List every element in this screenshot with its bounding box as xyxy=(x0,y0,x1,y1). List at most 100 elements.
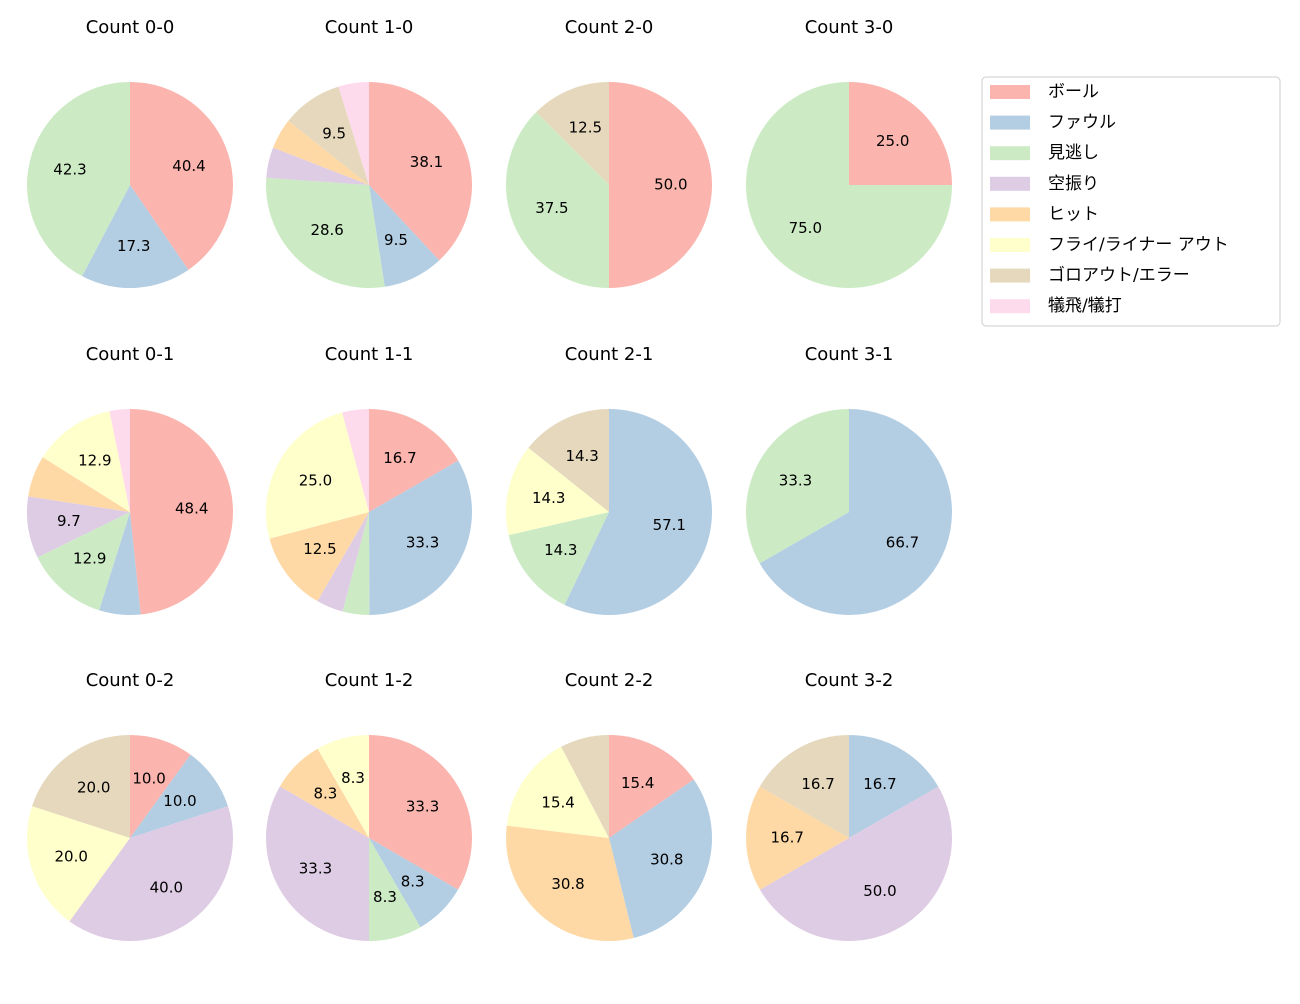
value-label: 30.8 xyxy=(551,875,584,893)
chart-title: Count 2-0 xyxy=(565,17,654,38)
pie-slice: フライ/ライナー アウト xyxy=(506,746,609,838)
chart-title: Count 1-1 xyxy=(325,344,414,365)
value-label: 12.9 xyxy=(73,549,106,567)
legend-swatch xyxy=(990,176,1030,191)
value-label: 38.1 xyxy=(410,153,443,171)
value-label: 15.4 xyxy=(621,774,654,792)
pie-slice: ゴロアウト/エラー xyxy=(536,82,609,185)
pie-slice: ヒット xyxy=(273,120,369,185)
pie-slice: ボール xyxy=(369,409,459,512)
pie-slice: フライ/ライナー アウト xyxy=(317,735,369,838)
legend-label: 空振り xyxy=(1048,174,1099,194)
value-label: 8.3 xyxy=(401,872,425,890)
pie-slice: ゴロアウト/エラー xyxy=(528,409,609,512)
legend-swatch xyxy=(990,207,1030,222)
value-label: 12.9 xyxy=(78,452,111,470)
pie-slice: ファウル xyxy=(369,838,459,928)
legend-swatch xyxy=(990,146,1030,161)
value-label: 9.7 xyxy=(57,512,81,530)
value-label: 33.3 xyxy=(299,859,332,877)
pie-slice: ボール xyxy=(130,82,234,270)
legend-label: フライ/ライナー アウト xyxy=(1048,235,1229,255)
pie-slice: 見逃し xyxy=(505,112,609,288)
value-label: 20.0 xyxy=(77,779,110,797)
value-label: 48.4 xyxy=(175,499,208,517)
value-label: 75.0 xyxy=(789,219,822,237)
chart-title: Count 0-1 xyxy=(86,344,175,365)
value-label: 37.5 xyxy=(535,199,568,217)
pie-slice: 見逃し xyxy=(265,177,385,289)
pie-slice: ファウル xyxy=(369,185,440,287)
legend-box xyxy=(981,76,1281,327)
chart-title: Count 1-0 xyxy=(325,17,414,38)
pie-slice: ボール xyxy=(849,82,952,185)
value-label: 66.7 xyxy=(886,533,919,551)
pie-slice: ゴロアウト/エラー xyxy=(288,86,369,185)
value-label: 16.7 xyxy=(801,775,834,793)
value-label: 30.8 xyxy=(650,850,683,868)
legend-swatch xyxy=(990,115,1030,130)
pie-slice: ゴロアウト/エラー xyxy=(342,412,369,512)
legend-swatch xyxy=(990,238,1030,252)
pie-slice: ヒット xyxy=(269,512,369,602)
chart-title: Count 2-2 xyxy=(565,670,654,691)
pie-slice: 犠飛/犠打 xyxy=(109,409,130,512)
pie-slice: ボール xyxy=(130,409,233,615)
pie-slice: 見逃し xyxy=(37,512,130,611)
pie-slice: ボール xyxy=(130,735,191,838)
value-label: 16.7 xyxy=(770,829,803,847)
value-label: 9.5 xyxy=(384,231,408,249)
legend-swatch xyxy=(990,299,1030,314)
value-label: 33.3 xyxy=(406,798,439,816)
value-label: 8.3 xyxy=(373,888,397,906)
pie-slice: 見逃し xyxy=(746,82,952,288)
pie-slice: ファウル xyxy=(130,754,228,838)
pie-slice: ファウル xyxy=(759,409,952,615)
chart-title: Count 0-2 xyxy=(86,670,175,691)
value-label: 10.0 xyxy=(163,792,196,810)
value-label: 14.3 xyxy=(532,489,565,507)
pie-slice: フライ/ライナー アウト xyxy=(505,447,609,536)
legend-label: 犠飛/犠打 xyxy=(1048,296,1122,316)
value-label: 17.3 xyxy=(117,237,150,255)
value-label: 16.7 xyxy=(863,775,896,793)
pie-slice: 犠飛/犠打 xyxy=(342,409,369,512)
legend-label: 見逃し xyxy=(1048,143,1099,163)
pie-slice: 空振り xyxy=(266,147,369,185)
value-label: 33.3 xyxy=(406,533,439,551)
chart-title: Count 0-0 xyxy=(86,17,175,38)
pie-slice: 見逃し xyxy=(342,512,370,615)
value-label: 28.6 xyxy=(310,221,343,239)
pie-slice: ファウル xyxy=(99,512,141,615)
value-label: 10.0 xyxy=(132,770,165,788)
pie-slice: 空振り xyxy=(266,786,369,941)
value-label: 8.3 xyxy=(313,785,337,803)
pie-slice: ヒット xyxy=(28,457,130,512)
pie-slice: 空振り xyxy=(69,806,233,941)
pie-slice: ゴロアウト/エラー xyxy=(759,735,849,838)
pie-slice: 見逃し xyxy=(508,512,609,605)
pie-slice: フライ/ライナー アウト xyxy=(26,806,131,922)
value-label: 57.1 xyxy=(653,516,686,534)
value-label: 15.4 xyxy=(541,793,574,811)
pie-slice: 犠飛/犠打 xyxy=(338,82,369,185)
pie-slice: ボール xyxy=(609,82,712,288)
pie-slice: ファウル xyxy=(369,460,472,615)
legend-label: ボール xyxy=(1048,82,1099,102)
value-label: 50.0 xyxy=(863,882,896,900)
chart-title: Count 3-0 xyxy=(805,17,894,38)
pie-slice: ヒット xyxy=(279,748,369,838)
value-label: 40.0 xyxy=(150,878,183,896)
legend-label: ヒット xyxy=(1048,204,1099,224)
pie-slice: フライ/ライナー アウト xyxy=(266,412,369,539)
legend-label: ファウル xyxy=(1048,113,1116,133)
value-label: 50.0 xyxy=(654,176,687,194)
legend-swatch xyxy=(990,85,1030,99)
value-label: 40.4 xyxy=(172,157,205,175)
value-label: 20.0 xyxy=(55,848,88,866)
value-label: 8.3 xyxy=(341,769,365,787)
legend-label: ゴロアウト/エラー xyxy=(1048,265,1190,286)
pie-slice: 見逃し xyxy=(27,82,130,277)
pie-slice: 見逃し xyxy=(369,838,421,941)
